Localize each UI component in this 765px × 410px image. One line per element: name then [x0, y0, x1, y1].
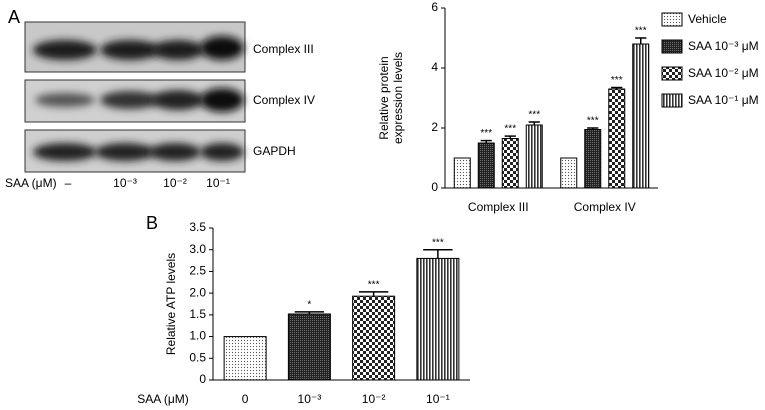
lane-label: –	[65, 176, 72, 190]
legend-label: SAA 10⁻³ μM	[688, 39, 759, 53]
band-label: Complex III	[253, 42, 314, 56]
x-tick-label: 10⁻¹	[426, 392, 450, 406]
lane-label: 10⁻²	[163, 176, 187, 190]
bar	[501, 138, 519, 189]
bar	[223, 336, 267, 381]
y-axis-label: expression levels	[391, 52, 405, 144]
lane-label: 10⁻³	[113, 176, 137, 190]
band-label: GAPDH	[253, 144, 296, 158]
bar	[477, 142, 495, 189]
lane-row-label: SAA (μM)	[5, 176, 57, 190]
bar	[453, 157, 471, 189]
bar	[525, 124, 543, 189]
significance-label: ***	[587, 116, 599, 127]
y-tick-label: 4	[431, 60, 438, 74]
y-tick-label: 0.5	[189, 350, 206, 364]
y-axis-label: Relative ATP levels	[164, 253, 178, 355]
significance-label: ***	[528, 110, 540, 121]
blot-image	[24, 21, 246, 173]
significance-label: ***	[368, 279, 380, 290]
legend-label: SAA 10⁻¹ μM	[688, 93, 759, 107]
significance-label: *	[307, 299, 311, 310]
y-tick-label: 2.5	[189, 264, 206, 278]
lane-label: 10⁻¹	[206, 176, 230, 190]
y-tick-label: 2.0	[189, 285, 206, 299]
panel-label: B	[146, 213, 158, 233]
band-label: Complex IV	[253, 93, 315, 107]
x-tick-label: Complex IV	[574, 200, 636, 214]
x-axis-label: SAA (μM)	[137, 392, 189, 406]
legend-swatch	[661, 12, 683, 27]
y-tick-label: 1.0	[189, 329, 206, 343]
bar	[416, 257, 460, 381]
y-tick-label: 6	[431, 0, 438, 14]
significance-label: ***	[432, 237, 444, 248]
y-tick-label: 2	[431, 120, 438, 134]
bar	[560, 157, 578, 189]
bar	[608, 88, 626, 189]
y-tick-label: 1.5	[189, 307, 206, 321]
x-tick-label: 10⁻²	[362, 392, 386, 406]
legend-swatch	[661, 66, 683, 81]
significance-label: ***	[611, 75, 623, 86]
y-tick-label: 0	[431, 180, 438, 194]
bar	[584, 129, 602, 189]
x-tick-label: 0	[242, 392, 249, 406]
x-tick-label: Complex III	[468, 200, 529, 214]
legend-label: SAA 10⁻² μM	[688, 66, 759, 80]
legend-swatch	[661, 93, 683, 108]
significance-label: ***	[480, 128, 492, 139]
bar	[632, 43, 650, 189]
bar	[287, 313, 331, 381]
y-axis-label: Relative protein	[377, 56, 391, 139]
panel-label: A	[8, 7, 20, 27]
legend-label: Vehicle	[688, 12, 727, 26]
significance-label: ***	[635, 26, 647, 37]
legend-swatch	[661, 39, 683, 54]
y-tick-label: 3.0	[189, 242, 206, 256]
significance-label: ***	[504, 124, 516, 135]
y-tick-label: 3.5	[189, 220, 206, 234]
x-tick-label: 10⁻³	[298, 392, 322, 406]
y-tick-label: 0	[199, 372, 206, 386]
bar	[352, 295, 396, 381]
